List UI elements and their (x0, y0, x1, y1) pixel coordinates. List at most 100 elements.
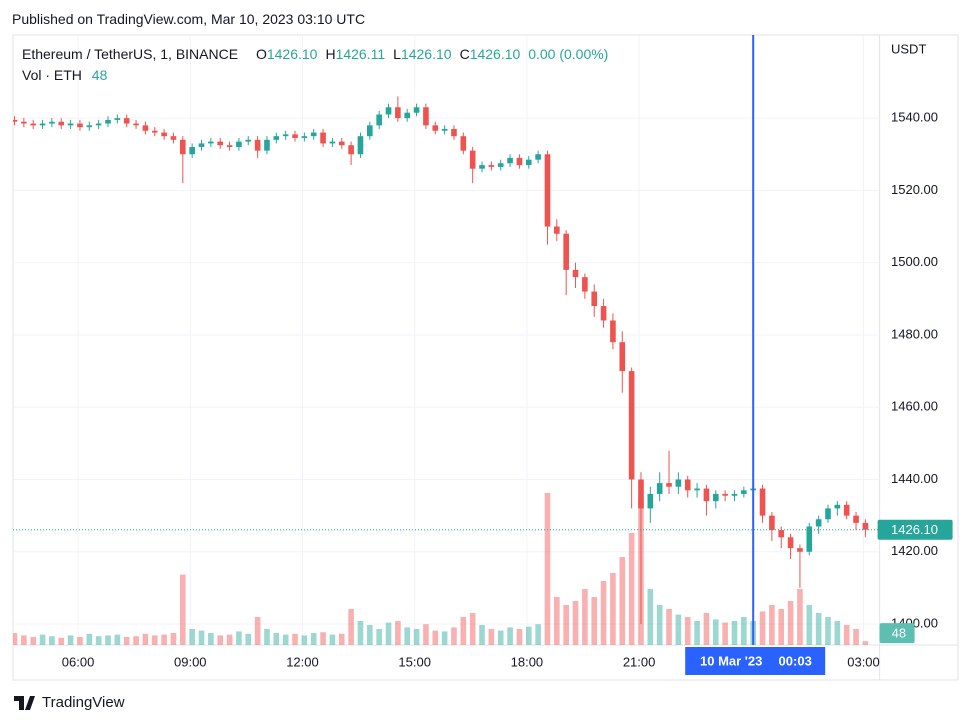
volume-bar (217, 635, 224, 645)
volume-bar (703, 613, 710, 645)
volume-bar (853, 629, 859, 645)
volume-bar (834, 621, 841, 645)
volume-bar (544, 493, 551, 645)
ohlc-value: 1426.10 (266, 46, 318, 62)
volume-bar (413, 629, 420, 645)
volume-bar (507, 627, 513, 645)
volume-bar (86, 633, 93, 645)
last-price-label: 1426.10 (891, 522, 938, 537)
volume-bar (722, 622, 728, 645)
candle-body (423, 107, 429, 126)
volume-bar (376, 629, 382, 645)
ohlc-value: 1426.10 (400, 46, 452, 62)
volume-bar (666, 609, 672, 645)
volume-bar (535, 624, 541, 645)
candle-body (694, 488, 700, 491)
candle-body (367, 125, 373, 137)
volume-bar (189, 629, 195, 645)
volume-bar (39, 634, 46, 645)
volume-bar (264, 629, 270, 645)
volume-bar (741, 617, 747, 645)
candle-body (787, 537, 794, 549)
candle-body (39, 123, 46, 126)
candle-body (862, 522, 869, 530)
candle-body (834, 504, 841, 509)
volume-bar (357, 621, 364, 645)
candle-body (432, 125, 439, 131)
y-tick-label: 1440.00 (891, 471, 938, 486)
candle-body (123, 118, 130, 124)
candle-body (731, 493, 738, 496)
volume-bar (610, 573, 616, 645)
brand: TradingView (14, 694, 125, 711)
volume-bar (161, 634, 167, 645)
volume-bar (385, 622, 392, 645)
candle-body (264, 139, 270, 151)
volume-bar (769, 605, 775, 645)
candle-body (105, 119, 111, 124)
volume-bar (367, 625, 373, 645)
candle-body (114, 118, 121, 120)
candle-body (282, 134, 289, 137)
candle-body (77, 123, 83, 128)
candle-body (656, 483, 663, 494)
candle-body (236, 141, 242, 148)
volume-bar (123, 637, 130, 645)
candle-body (404, 112, 411, 119)
volume-bar (208, 633, 214, 645)
x-tick-label: 06:00 (62, 654, 95, 669)
volume-label: 48 (892, 626, 906, 641)
candle-body (722, 493, 728, 496)
y-tick-label: 1480.00 (891, 326, 938, 341)
frame (12, 34, 959, 681)
volume-bar (497, 630, 504, 645)
candle-body (151, 130, 158, 133)
candle-body (86, 125, 93, 128)
candle-body (348, 145, 354, 155)
volume-bar (441, 631, 448, 645)
volume-bar (179, 574, 186, 645)
volume-bar (320, 632, 326, 645)
y-tick-label: 1500.00 (891, 254, 938, 269)
candle-body (460, 136, 467, 151)
volume-bar (292, 633, 298, 645)
volume-bar (778, 609, 785, 645)
volume-bar (404, 627, 411, 645)
volume-bar (133, 636, 139, 645)
candle-body (759, 488, 766, 516)
candle-body (666, 483, 672, 487)
candle-body (189, 147, 195, 155)
volume-bar (142, 633, 149, 645)
candle-body (619, 342, 626, 372)
volume-bar (198, 630, 205, 645)
volume-bar (301, 635, 308, 645)
candle-body (179, 139, 186, 155)
plot (13, 96, 869, 645)
candle-body (58, 121, 65, 126)
candle-body (133, 123, 139, 126)
candle-body (395, 107, 401, 119)
x-tick-label: 15:00 (398, 654, 431, 669)
candle-body (301, 136, 308, 138)
candle-body (320, 132, 326, 144)
candle-body (610, 320, 616, 343)
volume-bar (525, 626, 532, 645)
volume-bar (21, 635, 27, 645)
volume-bar (348, 609, 354, 645)
candle-body (488, 165, 495, 167)
brand-logo (14, 695, 35, 710)
volume-bar (254, 617, 261, 645)
candle-body (95, 123, 102, 126)
volume-bar (731, 621, 738, 645)
candle-body (638, 479, 644, 509)
chart: USDT1400.001420.001440.001460.001480.001… (12, 34, 959, 681)
x-tick-label: 09:00 (174, 654, 207, 669)
volume-bar (488, 629, 495, 645)
volume-bar (236, 631, 242, 645)
volume-bar (460, 617, 467, 645)
candle-body (357, 136, 364, 155)
candle-body (479, 165, 485, 169)
volume-bar (105, 635, 111, 645)
volume-bar (30, 637, 37, 645)
